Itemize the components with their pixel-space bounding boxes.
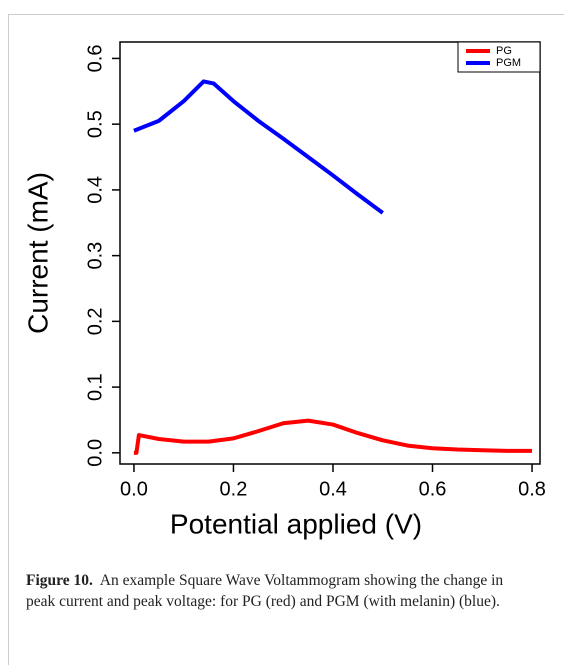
x-tick-label: 0.0 xyxy=(120,478,148,500)
series-line xyxy=(133,79,384,215)
x-tick-label: 0.8 xyxy=(518,478,546,500)
plot-frame xyxy=(119,41,541,465)
x-tick-label: 0.2 xyxy=(220,478,248,500)
series-line xyxy=(133,418,533,455)
x-tick-label: 0.6 xyxy=(419,478,447,500)
caption-text: An example Square Wave Voltammogram show… xyxy=(26,572,504,610)
y-tick-label: 0.3 xyxy=(84,242,106,270)
x-axis-label: Potential applied (V) xyxy=(170,508,422,539)
y-tick-label: 0.0 xyxy=(84,439,106,467)
x-tick-label: 0.4 xyxy=(319,478,347,500)
y-tick-label: 0.1 xyxy=(84,373,106,401)
figure-frame xyxy=(8,14,564,665)
y-tick-label: 0.5 xyxy=(84,110,106,138)
y-tick-label: 0.6 xyxy=(84,45,106,73)
legend-label: PGM xyxy=(496,57,521,69)
caption: Figure 10. An example Square Wave Voltam… xyxy=(26,570,536,612)
chart: Potential applied (V) Current (mA) 0.0 0.… xyxy=(22,41,546,539)
caption-label: Figure 10. xyxy=(26,572,93,589)
y-tick-label: 0.2 xyxy=(84,307,106,335)
y-tick-label: 0.4 xyxy=(84,176,106,204)
y-axis-label: Current (mA) xyxy=(22,172,53,334)
legend-box xyxy=(457,41,541,73)
legend-label: PG xyxy=(496,45,512,57)
